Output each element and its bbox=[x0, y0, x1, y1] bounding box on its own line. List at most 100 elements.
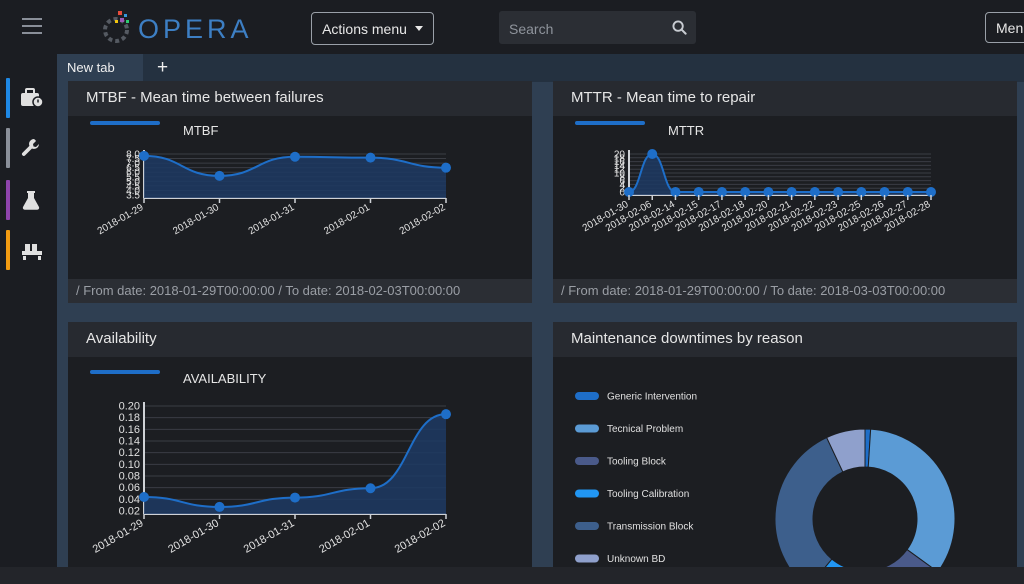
legend-swatch bbox=[575, 554, 599, 563]
y-tick-label: 16 bbox=[614, 157, 626, 168]
logo-text: OPERA bbox=[138, 14, 253, 44]
data-point[interactable] bbox=[716, 187, 727, 197]
pie-slice[interactable] bbox=[826, 428, 866, 473]
y-tick-label: 0 bbox=[619, 188, 625, 199]
x-tick-label: 2018-02-01 bbox=[317, 517, 372, 556]
search-box bbox=[499, 11, 696, 46]
y-tick-label: 0.04 bbox=[119, 494, 140, 506]
pie-slice[interactable] bbox=[881, 548, 938, 567]
data-point[interactable] bbox=[214, 501, 225, 512]
sidebar-item-lab[interactable] bbox=[0, 180, 57, 220]
data-point[interactable] bbox=[441, 162, 451, 173]
search-icon[interactable] bbox=[672, 20, 687, 35]
y-tick-label: 5.5 bbox=[126, 172, 140, 183]
sidebar-item-factory[interactable] bbox=[0, 230, 57, 270]
series-area bbox=[144, 155, 446, 198]
bottom-strip bbox=[0, 567, 1024, 584]
y-tick-label: 5.0 bbox=[126, 177, 140, 188]
data-point[interactable] bbox=[926, 187, 936, 197]
y-tick-label: 0.14 bbox=[119, 436, 140, 448]
data-point[interactable] bbox=[139, 492, 149, 502]
x-tick-label: 2018-01-31 bbox=[247, 202, 297, 237]
add-tab-icon[interactable]: + bbox=[157, 57, 169, 78]
mttr-chart: 201816141210864202018-01-302018-02-06201… bbox=[581, 149, 936, 234]
legend-swatch bbox=[90, 370, 160, 374]
active-indicator bbox=[6, 78, 10, 118]
legend-label: Transmission Block bbox=[607, 522, 694, 533]
y-tick-label: 6.5 bbox=[126, 163, 140, 174]
y-tick-label: 6.0 bbox=[126, 168, 140, 179]
y-tick-label: 0.20 bbox=[119, 401, 140, 413]
legend-swatch bbox=[575, 121, 645, 125]
data-point[interactable] bbox=[290, 492, 300, 503]
x-tick-label: 2018-02-02 bbox=[398, 202, 448, 237]
data-point[interactable] bbox=[624, 187, 634, 197]
mtbf-panel: MTBF - Mean time between failures MTBF 8… bbox=[68, 81, 532, 303]
data-point[interactable] bbox=[441, 409, 451, 420]
x-tick-label: 2018-01-29 bbox=[91, 517, 146, 556]
downtimes-panel: Maintenance downtimes by reason Generic … bbox=[553, 322, 1017, 567]
data-point[interactable] bbox=[139, 150, 149, 161]
data-point[interactable] bbox=[902, 187, 913, 197]
x-tick-label: 2018-02-01 bbox=[322, 202, 372, 237]
data-point[interactable] bbox=[365, 152, 376, 163]
sidebar-item-maintenance[interactable] bbox=[0, 128, 57, 168]
data-point[interactable] bbox=[693, 187, 704, 197]
series-area bbox=[629, 154, 931, 195]
availability-panel: Availability AVAILABILITY 0.20 0.18 0.16 0.… bbox=[68, 322, 532, 567]
data-point[interactable] bbox=[365, 483, 376, 494]
panel-footer: / From date: 2018-01-29T00:00:00 / To da… bbox=[553, 279, 1017, 303]
menu-button[interactable]: Menu bbox=[985, 12, 1024, 43]
sidebar bbox=[0, 54, 57, 584]
data-point[interactable] bbox=[763, 187, 774, 197]
data-point[interactable] bbox=[786, 187, 797, 197]
x-tick-label: 2018-01-29 bbox=[96, 202, 146, 237]
toolbox-icon bbox=[21, 88, 44, 108]
mtbf-chart: 8.07.57.06.56.05.55.04.54.03.52018-01-29… bbox=[96, 150, 451, 237]
legend-label: Generic Intervention bbox=[607, 392, 697, 403]
y-tick-label: 3.5 bbox=[126, 191, 140, 202]
data-point[interactable] bbox=[879, 187, 890, 197]
y-tick-label: 12 bbox=[614, 165, 626, 176]
section-indicator bbox=[6, 180, 10, 220]
y-tick-label: 0.12 bbox=[119, 447, 140, 459]
y-tick-label: 0.10 bbox=[119, 459, 140, 471]
y-tick-label: 2 bbox=[619, 184, 625, 195]
legend-swatch bbox=[90, 121, 160, 125]
legend-swatch bbox=[575, 489, 599, 498]
x-tick-label: 2018-02-02 bbox=[393, 517, 448, 556]
panel-title: MTBF - Mean time between failures bbox=[68, 81, 532, 116]
panel-title: MTTR - Mean time to repair bbox=[553, 81, 1017, 116]
wrench-icon bbox=[21, 139, 39, 156]
data-point[interactable] bbox=[809, 187, 820, 197]
mttr-panel: MTTR - Mean time to repair MTTR 20 18 16 14… bbox=[553, 81, 1017, 303]
pie-slice[interactable] bbox=[774, 436, 844, 567]
hamburger-menu-icon[interactable] bbox=[22, 18, 42, 34]
legend-label: Tecnical Problem bbox=[607, 424, 683, 435]
data-point[interactable] bbox=[647, 149, 658, 159]
data-point[interactable] bbox=[214, 170, 225, 181]
data-point[interactable] bbox=[740, 187, 751, 197]
data-point[interactable] bbox=[833, 187, 844, 197]
opera-logo: OPERA bbox=[98, 8, 249, 46]
data-point[interactable] bbox=[856, 187, 867, 197]
y-tick-label: 8.0 bbox=[126, 150, 140, 161]
search-input[interactable] bbox=[507, 11, 671, 46]
legend-label: Tooling Calibration bbox=[607, 489, 689, 500]
tab-new-tab[interactable]: New tab bbox=[57, 54, 143, 82]
legend-swatch bbox=[575, 424, 599, 433]
section-indicator bbox=[6, 230, 10, 270]
data-point[interactable] bbox=[290, 151, 300, 162]
pie-slice[interactable] bbox=[867, 428, 956, 567]
data-point[interactable] bbox=[670, 187, 681, 197]
legend-label: Tooling Block bbox=[607, 457, 667, 468]
actions-menu-button[interactable]: Actions menu bbox=[311, 12, 434, 45]
series-line bbox=[143, 413, 447, 508]
y-tick-label: 0.06 bbox=[119, 482, 140, 494]
y-tick-label: 0.02 bbox=[119, 506, 140, 518]
panel-title: Availability bbox=[68, 322, 532, 357]
sidebar-item-toolbox[interactable] bbox=[0, 78, 57, 118]
legend-label: Unknown BD bbox=[607, 554, 665, 565]
y-tick-label: 4 bbox=[619, 180, 625, 191]
legend-swatch bbox=[575, 522, 599, 530]
